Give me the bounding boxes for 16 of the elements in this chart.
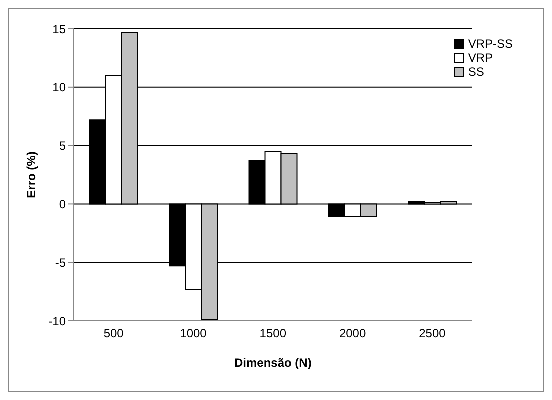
x-tick-label: 1000 [180,326,208,341]
x-tick-label: 2500 [419,326,446,341]
y-tick-label: 10 [52,80,66,95]
y-axis-title: Erro (%) [24,152,38,198]
y-tick-label: 15 [52,22,66,36]
y-tick-label: 5 [59,139,66,154]
legend-label: SS [468,65,484,79]
y-tick-label: -10 [48,314,66,328]
legend-label: VRP [468,51,493,65]
x-tick-label: 1500 [260,326,287,341]
x-tick-label: 500 [104,326,124,341]
x-axis-title: Dimensão (N) [234,356,312,370]
y-tick-label: 0 [59,197,66,212]
legend-label: VRP-SS [468,37,513,51]
x-tick-label: 2000 [339,326,366,341]
y-tick-label: -5 [55,256,66,270]
